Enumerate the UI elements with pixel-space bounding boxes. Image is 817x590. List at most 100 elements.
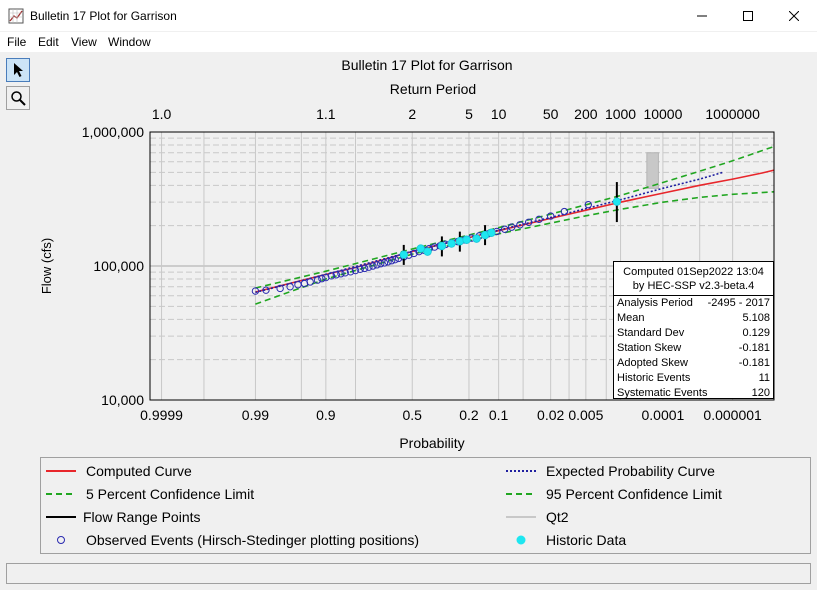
return-period-tick-label: 10000 <box>643 106 682 122</box>
maximize-button[interactable] <box>725 0 771 32</box>
legend-dashed-line-swatch <box>506 493 536 495</box>
pointer-tool-button[interactable] <box>6 58 30 82</box>
observed-event-point <box>306 278 314 286</box>
y-tick-label: 10,000 <box>101 392 144 408</box>
return-period-tick-label: 5 <box>465 106 473 122</box>
legend-item-computed-curve[interactable]: Computed Curve <box>44 461 192 481</box>
chart-legend: Computed Curve Expected Probability Curv… <box>40 457 811 554</box>
return-period-tick-label: 1.1 <box>316 106 336 122</box>
observed-event-point <box>341 269 349 277</box>
x-tick-label: 0.000001 <box>703 407 762 423</box>
stats-row: Analysis Period -2495 - 2017 <box>614 296 773 311</box>
app-plot-icon <box>8 8 24 24</box>
return-period-tick-label: 1.0 <box>152 106 172 122</box>
x-tick-label: 0.02 <box>537 407 564 423</box>
historic-data-point <box>437 241 447 251</box>
observed-event-point <box>332 271 341 279</box>
x-tick-label: 0.9 <box>316 407 336 423</box>
observed-event-point <box>365 263 373 271</box>
historic-data-point <box>416 244 425 253</box>
stats-label: Historic Events <box>617 372 691 384</box>
stats-value: 11 <box>758 372 770 384</box>
stats-value: 5.108 <box>742 312 770 324</box>
legend-item-flow-range-points[interactable]: Flow Range Points <box>44 507 201 527</box>
stats-label: Analysis Period <box>617 297 693 309</box>
observed-event-point <box>360 264 369 273</box>
y-axis-title: Flow (cfs) <box>39 238 54 294</box>
stats-row: Mean 5.108 <box>614 311 773 326</box>
close-button[interactable] <box>771 0 817 32</box>
qt2-box <box>646 152 659 189</box>
x-tick-label: 0.0001 <box>641 407 684 423</box>
frequency-chart[interactable]: Bulletin 17 Plot for Garrison Return Per… <box>36 54 817 454</box>
menu-window[interactable]: Window <box>108 35 151 49</box>
historic-data-point <box>487 228 496 237</box>
stats-label: Station Skew <box>617 342 682 354</box>
stats-row: Standard Dev 0.129 <box>614 326 773 341</box>
observed-event-point <box>560 207 569 216</box>
chart-title: Bulletin 17 Plot for Garrison <box>341 57 512 73</box>
stats-label: Adopted Skew <box>617 357 688 369</box>
window-title: Bulletin 17 Plot for Garrison <box>30 9 177 23</box>
observed-event-point <box>535 215 543 224</box>
legend-label: Observed Events (Hirsch-Stedinger plotti… <box>86 532 420 548</box>
legend-item-5-percent-limit[interactable]: 5 Percent Confidence Limit <box>44 484 254 504</box>
stats-row: Systematic Events 120 <box>614 386 773 401</box>
return-period-tick-label: 2 <box>408 106 416 122</box>
legend-label: Flow Range Points <box>83 509 201 525</box>
menu-bar: File Edit View Window <box>0 32 817 52</box>
historic-data-point <box>462 235 471 244</box>
legend-item-expected-probability-curve[interactable]: Expected Probability Curve <box>504 461 715 481</box>
legend-solid-line-swatch <box>46 470 76 472</box>
close-icon <box>789 11 799 21</box>
stats-row: Adopted Skew -0.181 <box>614 356 773 371</box>
legend-item-observed-events[interactable]: Observed Events (Hirsch-Stedinger plotti… <box>44 530 419 550</box>
stats-divider <box>614 295 773 296</box>
legend-item-historic-data[interactable]: Historic Data <box>504 530 626 550</box>
x-tick-label: 0.005 <box>568 407 603 423</box>
observed-event-point <box>313 276 322 284</box>
legend-item-qt2[interactable]: Qt2 <box>504 507 569 527</box>
y-tick-label: 1,000,000 <box>82 124 144 140</box>
stats-label: Standard Dev <box>617 327 685 339</box>
menu-edit[interactable]: Edit <box>38 35 59 49</box>
legend-label: Expected Probability Curve <box>546 463 715 479</box>
expected-probability-line <box>255 171 724 294</box>
observed-event-point <box>327 272 336 280</box>
legend-dashed-line-swatch <box>46 493 76 495</box>
stats-row: Historic Events 11 <box>614 371 773 386</box>
observed-event-point <box>501 225 509 233</box>
observed-event-point <box>410 249 418 258</box>
legend-open-circle-swatch <box>57 536 65 544</box>
menu-file[interactable]: File <box>7 35 27 49</box>
legend-item-95-percent-limit[interactable]: 95 Percent Confidence Limit <box>504 484 722 504</box>
historic-data-point <box>447 239 456 248</box>
menu-view[interactable]: View <box>71 35 97 49</box>
historic-data-point <box>472 234 481 243</box>
observed-event-point <box>377 260 385 268</box>
legend-filled-circle-swatch <box>516 535 526 545</box>
stats-value: -2495 - 2017 <box>707 297 770 309</box>
x-axis-title: Probability <box>399 435 464 451</box>
return-period-tick-label: 200 <box>574 106 598 122</box>
observed-event-point <box>516 221 524 229</box>
observed-event-point <box>380 259 389 267</box>
statistics-box: Computed 01Sep2022 13:04 by HEC-SSP v2.3… <box>613 261 774 399</box>
arrow-pointer-icon <box>14 63 23 77</box>
stats-label: Mean <box>617 312 645 324</box>
return-period-tick-label: 1000 <box>605 106 636 122</box>
x-tick-label: 0.2 <box>459 407 479 423</box>
stats-value: -0.181 <box>738 342 770 354</box>
x-tick-label: 0.1 <box>489 407 509 423</box>
return-period-tick-label: 10 <box>491 106 507 122</box>
legend-dotted-line-swatch <box>506 470 536 472</box>
plot-frame <box>149 131 775 401</box>
observed-event-point <box>346 268 355 276</box>
minimize-button[interactable] <box>679 0 725 32</box>
observed-event-point <box>369 262 377 270</box>
stats-value: 0.129 <box>742 327 770 339</box>
observed-event-point <box>584 200 592 209</box>
observed-event-point <box>318 274 326 283</box>
zoom-tool-button[interactable] <box>6 86 30 110</box>
legend-solid-line-swatch <box>506 516 536 518</box>
